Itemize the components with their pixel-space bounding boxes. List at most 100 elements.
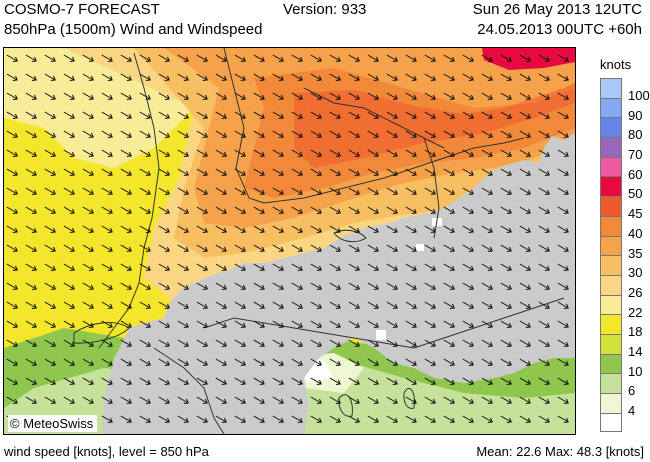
wind-arrow <box>405 187 417 195</box>
wind-arrow <box>481 130 493 138</box>
wind-arrow <box>310 149 322 157</box>
wind-arrow <box>215 54 227 62</box>
wind-arrow <box>177 54 189 62</box>
wind-arrow <box>500 187 512 195</box>
wind-arrow <box>329 301 341 309</box>
legend-class: 10 <box>600 353 648 378</box>
wind-arrow <box>63 244 75 252</box>
wind-arrow <box>215 149 227 157</box>
wind-arrow <box>386 149 398 157</box>
wind-arrow <box>538 358 550 366</box>
wind-arrow <box>6 187 18 195</box>
country-borders <box>98 48 565 434</box>
wind-arrow <box>329 396 341 404</box>
wind-arrow <box>367 358 379 366</box>
wind-arrow <box>329 168 341 176</box>
wind-arrow <box>196 206 208 214</box>
wind-arrow <box>481 111 493 119</box>
wind-arrow <box>386 187 398 195</box>
wind-arrow <box>367 130 379 138</box>
wind-arrow <box>386 358 398 366</box>
wind-arrow <box>196 92 208 100</box>
legend-label: 14 <box>628 343 643 359</box>
wind-arrow <box>63 111 75 119</box>
wind-arrow <box>424 187 436 195</box>
wind-arrow <box>367 415 379 423</box>
wind-arrow <box>120 244 132 252</box>
wind-arrow <box>367 339 379 347</box>
legend-label: 6 <box>628 383 636 399</box>
wind-arrow <box>101 263 113 271</box>
wind-arrow <box>557 73 569 81</box>
wind-arrow <box>329 358 341 366</box>
wind-arrow <box>310 263 322 271</box>
wind-arrow <box>6 244 18 252</box>
wind-arrow <box>177 377 189 385</box>
wind-arrow <box>101 187 113 195</box>
wind-arrow <box>158 339 170 347</box>
wind-arrow <box>348 111 360 119</box>
wind-arrow <box>139 111 151 119</box>
wind-arrow <box>386 168 398 176</box>
wind-arrow <box>348 358 360 366</box>
wind-arrow <box>272 187 284 195</box>
wind-arrow <box>215 168 227 176</box>
legend-class: 35 <box>600 235 648 260</box>
map-title: COSMO-7 FORECAST <box>4 1 160 18</box>
wind-arrow <box>462 396 474 404</box>
wind-arrow <box>158 263 170 271</box>
wind-arrow <box>139 92 151 100</box>
wind-arrow <box>139 244 151 252</box>
wind-arrow <box>519 320 531 328</box>
wind-arrow <box>82 225 94 233</box>
wind-arrow <box>139 149 151 157</box>
wind-arrow <box>25 301 37 309</box>
wind-arrow <box>557 396 569 404</box>
wind-arrow <box>120 415 132 423</box>
wind-arrow <box>253 225 265 233</box>
wind-arrow <box>215 225 227 233</box>
wind-arrow <box>253 111 265 119</box>
wind-arrow <box>101 111 113 119</box>
wind-arrow <box>177 206 189 214</box>
wind-arrow <box>538 320 550 328</box>
wind-arrow <box>139 396 151 404</box>
wind-arrow <box>6 130 18 138</box>
wind-arrow <box>557 149 569 157</box>
wind-arrow <box>82 244 94 252</box>
wind-arrow <box>557 187 569 195</box>
wind-arrow <box>25 244 37 252</box>
wind-arrow <box>462 130 474 138</box>
wind-arrow <box>196 149 208 157</box>
legend-swatch <box>600 117 622 138</box>
wind-arrow <box>6 396 18 404</box>
legend-class: 60 <box>600 156 648 181</box>
wind-arrow <box>196 339 208 347</box>
wind-arrow <box>329 244 341 252</box>
wind-arrow <box>519 396 531 404</box>
wind-arrow <box>101 73 113 81</box>
wind-arrow <box>367 168 379 176</box>
wind-arrow <box>310 377 322 385</box>
wind-arrow <box>405 320 417 328</box>
legend-swatch <box>600 196 622 216</box>
wind-arrow <box>462 206 474 214</box>
wind-arrow <box>6 301 18 309</box>
wind-arrow <box>272 130 284 138</box>
wind-arrow <box>6 320 18 328</box>
wind-arrow <box>196 282 208 290</box>
wind-arrow <box>462 168 474 176</box>
wind-arrow <box>272 73 284 81</box>
wind-arrow <box>25 187 37 195</box>
legend-class <box>600 412 648 433</box>
wind-arrow <box>177 396 189 404</box>
wind-arrow <box>177 320 189 328</box>
wind-arrow <box>158 282 170 290</box>
wind-arrow <box>234 263 246 271</box>
wind-arrow <box>291 149 303 157</box>
wind-arrow <box>82 111 94 119</box>
wind-arrow <box>253 358 265 366</box>
wind-arrow <box>405 263 417 271</box>
wind-arrow <box>557 168 569 176</box>
wind-arrow <box>272 244 284 252</box>
